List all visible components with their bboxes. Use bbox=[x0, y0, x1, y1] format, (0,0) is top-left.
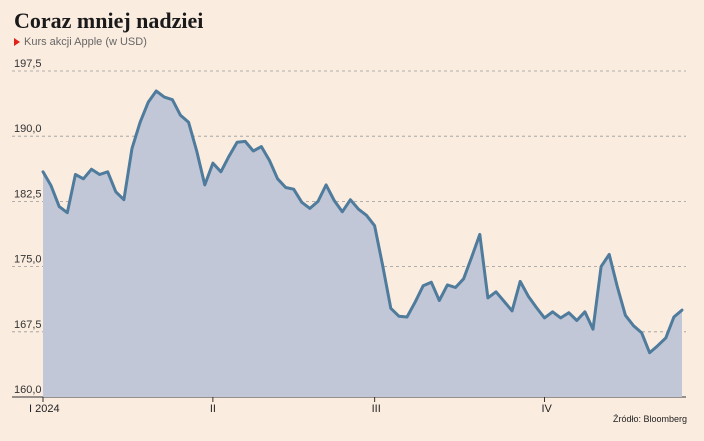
chart-title: Coraz mniej nadziei bbox=[14, 8, 204, 33]
price-line bbox=[41, 89, 684, 355]
y-tick-label: 160,0 bbox=[14, 384, 42, 396]
x-tick-label: II bbox=[210, 403, 216, 415]
y-tick-label: 167,5 bbox=[14, 319, 42, 331]
y-tick-label: 175,0 bbox=[14, 254, 42, 266]
price-area bbox=[43, 91, 682, 397]
y-tick-label: 182,5 bbox=[14, 188, 42, 200]
x-tick-label: III bbox=[372, 403, 381, 415]
y-tick-label: 190,0 bbox=[14, 123, 42, 135]
x-tick-label: IV bbox=[541, 403, 552, 415]
x-axis-ticks: I 2024 II III IV bbox=[29, 397, 553, 415]
y-tick-label: 197,5 bbox=[14, 58, 42, 70]
y-axis-ticks: 197,5 190,0 182,5 175,0 167,5 160,0 bbox=[14, 58, 42, 396]
chart-subtitle: Kurs akcji Apple (w USD) bbox=[14, 36, 147, 48]
red-triangle-icon bbox=[14, 38, 20, 46]
subtitle-text: Kurs akcji Apple (w USD) bbox=[24, 36, 147, 48]
x-tick-label: I 2024 bbox=[29, 403, 60, 415]
source-note: Źródło: Bloomberg bbox=[612, 414, 687, 424]
